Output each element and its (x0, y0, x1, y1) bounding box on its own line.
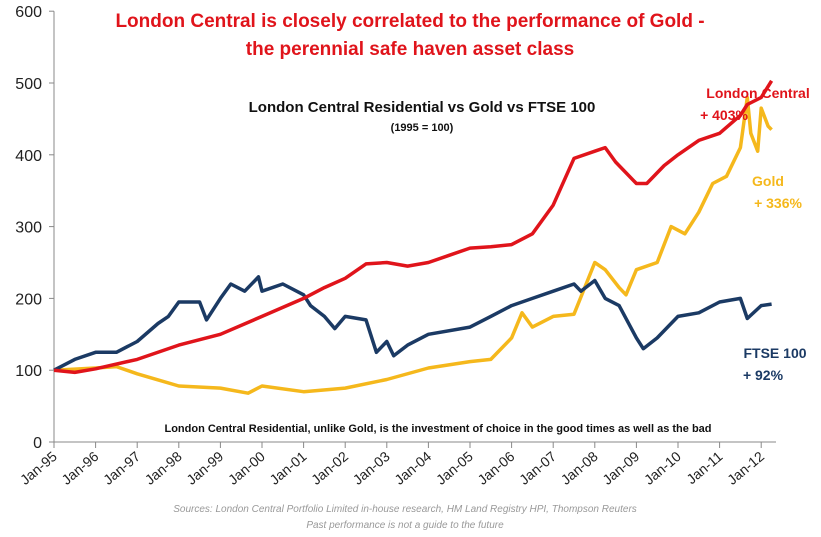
series-line-london-central (53, 79, 774, 375)
label-ftse-change: + 92% (743, 367, 784, 383)
disclaimer-note: Past performance is not a guide to the f… (306, 520, 504, 531)
y-tick-label: 400 (15, 148, 42, 165)
x-tick-label: Jan-01 (266, 448, 309, 488)
x-tick-label: Jan-04 (391, 448, 434, 488)
x-tick-label: Jan-07 (516, 448, 559, 488)
y-tick-label: 200 (15, 291, 42, 308)
series-line-ftse-100 (53, 275, 772, 372)
chart-title: London Central is closely correlated to … (115, 11, 704, 32)
label-ftse: FTSE 100 (743, 345, 806, 361)
y-tick-label: 500 (15, 76, 42, 93)
x-tick-label: Jan-06 (474, 448, 517, 488)
x-tick-label: Jan-02 (308, 448, 351, 488)
chart-title-line2: the perennial safe haven asset class (246, 39, 574, 60)
x-tick-label: Jan-98 (142, 448, 185, 488)
y-tick-label: 100 (15, 363, 42, 380)
x-tick-label: Jan-08 (558, 448, 601, 488)
label-london-central-change: + 403% (700, 107, 748, 123)
x-tick-label: Jan-11 (683, 448, 725, 487)
x-tick-label: Jan-96 (58, 448, 101, 488)
series-lines (53, 79, 774, 395)
chart-subtitle: London Central Residential vs Gold vs FT… (249, 99, 596, 116)
y-tick-label: 0 (33, 435, 42, 452)
label-gold: Gold (752, 173, 784, 189)
x-tick-label: Jan-95 (17, 448, 60, 488)
chart-subtitle-base: (1995 = 100) (391, 122, 454, 134)
x-tick-label: Jan-03 (350, 448, 393, 488)
series-line-gold (53, 95, 773, 395)
x-tick-label: Jan-99 (183, 448, 226, 488)
x-tick-label: Jan-12 (724, 448, 767, 488)
y-tick-label: 600 (15, 4, 42, 21)
x-tick-label: Jan-10 (641, 448, 684, 488)
x-tick-label: Jan-09 (599, 448, 642, 488)
label-london-central: London Central (706, 85, 809, 101)
chart-annotation: London Central Residential, unlike Gold,… (164, 423, 711, 435)
x-tick-label: Jan-00 (225, 448, 268, 488)
label-gold-change: + 336% (754, 195, 802, 211)
x-tick-label: Jan-97 (100, 448, 143, 488)
x-tick-label: Jan-05 (433, 448, 476, 488)
y-tick-label: 300 (15, 220, 42, 237)
source-note: Sources: London Central Portfolio Limite… (173, 504, 637, 515)
